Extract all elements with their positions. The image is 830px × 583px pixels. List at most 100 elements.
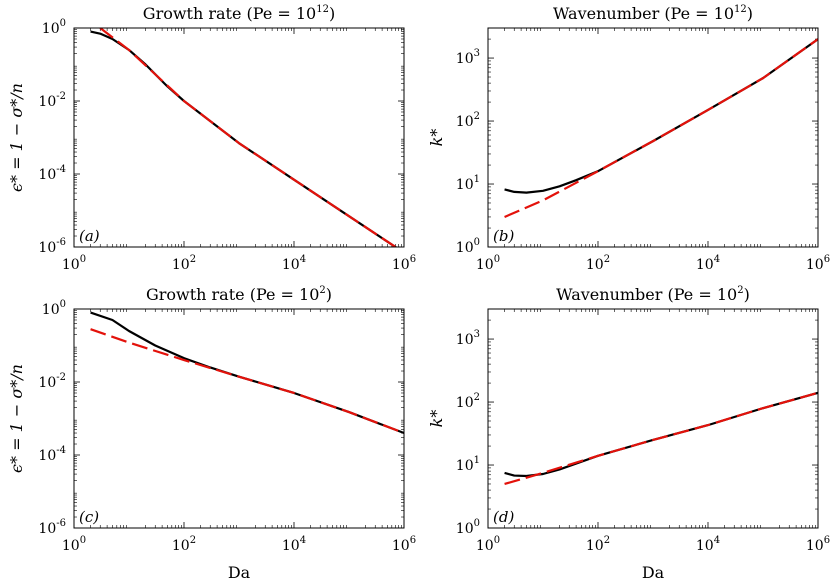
x-tick-label: 106: [806, 535, 830, 554]
panel-c: Growth rate (Pe = 102)100 102 104 10610-610…: [7, 285, 416, 582]
x-tick-label-base: 10: [806, 538, 824, 554]
y-axis-label: ϵ* = 1 − σ*/n: [7, 83, 26, 192]
x-tick-label-base: 10: [586, 257, 604, 273]
y-tick-label-base: 10: [38, 94, 56, 110]
axes-frame: [73, 308, 405, 529]
y-tick-label-base: 10: [38, 448, 56, 464]
x-tick-label: 106: [806, 254, 830, 273]
panel-b-title-base: Wavenumber (Pe = 10: [553, 4, 734, 23]
y-axis-label: k*: [427, 129, 446, 147]
y-tick-label: 103: [456, 329, 480, 348]
x-tick-label: 104: [282, 254, 306, 273]
y-tick-label-base: 10: [38, 167, 56, 183]
x-tick-label-exponent: 2: [190, 254, 196, 265]
y-tick-label: 100: [456, 518, 480, 537]
x-tick-label-base: 10: [282, 257, 300, 273]
panel-a: Growth rate (Pe = 1012)100 102 104 10610-61…: [7, 4, 416, 273]
y-tick-label-base: 10: [456, 51, 474, 67]
x-axis-label: Da: [228, 563, 251, 582]
y-axis-label: k*: [427, 410, 446, 428]
y-tick-label-exponent: 0: [474, 237, 480, 248]
panel-b-title-exponent: 12: [734, 4, 747, 15]
x-tick-label: 102: [586, 254, 610, 273]
y-tick-label-exponent: -2: [56, 372, 66, 383]
y-tick-label: 102: [456, 392, 480, 411]
panel-a-title: Growth rate (Pe = 1012): [143, 4, 335, 23]
series-asymptotic-line: [504, 391, 818, 486]
series-asymptotic-line: [99, 28, 398, 247]
axes-frame: [487, 27, 819, 248]
x-tick-label: 106: [392, 535, 416, 554]
y-tick-label: 10-6: [38, 237, 66, 256]
panel-b-title-tail: ): [747, 4, 753, 23]
y-tick-label: 103: [456, 48, 480, 67]
x-tick-label: 104: [282, 535, 306, 554]
y-tick-label-base: 10: [456, 332, 474, 348]
x-tick-label-base: 10: [62, 257, 80, 273]
x-tick-label-base: 10: [172, 257, 190, 273]
panel-d-title-tail: ): [744, 285, 750, 304]
y-tick-label-base: 10: [456, 240, 474, 256]
axes-frame: [73, 27, 405, 248]
x-tick-label-base: 10: [696, 538, 714, 554]
y-tick-label-exponent: -4: [56, 445, 66, 456]
y-tick-label-exponent: -2: [56, 91, 66, 102]
y-tick-label-base: 10: [456, 177, 474, 193]
y-tick-label: 10-2: [38, 91, 66, 110]
y-tick-label: 10-2: [38, 372, 66, 391]
x-tick-label-base: 10: [172, 538, 190, 554]
y-tick-label-base: 10: [38, 521, 56, 537]
panel-c-title-base: Growth rate (Pe = 10: [146, 285, 319, 304]
x-tick-label-base: 10: [62, 538, 80, 554]
y-tick-label-base: 10: [456, 521, 474, 537]
panel-c-title-exponent: 2: [319, 285, 325, 296]
y-tick-label-base: 10: [38, 240, 56, 256]
y-tick-label-exponent: 2: [474, 392, 480, 403]
x-tick-label-exponent: 0: [494, 254, 500, 265]
x-tick-label-exponent: 2: [190, 535, 196, 546]
panel-d: Wavenumber (Pe = 102)100 102 104 1061001011…: [427, 285, 830, 582]
y-tick-label: 101: [456, 174, 480, 193]
x-tick-label: 104: [696, 254, 720, 273]
x-tick-label-exponent: 6: [824, 535, 830, 546]
panel-a-title-exponent: 12: [316, 4, 329, 15]
x-tick-label: 104: [696, 535, 720, 554]
series-group: [504, 391, 818, 486]
x-tick-label-exponent: 4: [300, 535, 306, 546]
y-tick-label: 101: [456, 455, 480, 474]
panel-c-title: Growth rate (Pe = 102): [146, 285, 332, 304]
panel-d-title: Wavenumber (Pe = 102): [556, 285, 750, 304]
x-tick-label-exponent: 4: [300, 254, 306, 265]
series-asymptotic-line: [90, 328, 404, 435]
panel-label: (a): [79, 227, 100, 245]
y-tick-label-base: 10: [456, 458, 474, 474]
y-tick-label-base: 10: [456, 395, 474, 411]
series-group: [504, 38, 818, 218]
y-tick-label: 100: [456, 237, 480, 256]
x-tick-label-exponent: 6: [410, 254, 416, 265]
axes-frame: [487, 308, 819, 529]
x-tick-label-base: 10: [476, 257, 494, 273]
y-tick-label: 10-4: [38, 164, 66, 183]
panel-label: (d): [493, 508, 514, 526]
y-tick-label-exponent: 0: [474, 518, 480, 529]
x-tick-label-exponent: 4: [714, 254, 720, 265]
panel-a-title-tail: ): [329, 4, 335, 23]
y-tick-label: 102: [456, 111, 480, 130]
series-group: [90, 311, 404, 435]
y-tick-label-exponent: 3: [474, 329, 480, 340]
y-tick-label-exponent: 1: [474, 174, 480, 185]
x-tick-label-exponent: 6: [410, 535, 416, 546]
y-tick-label-exponent: 1: [474, 455, 480, 466]
y-tick-label: 10-4: [38, 445, 66, 464]
y-tick-label-exponent: 0: [60, 299, 66, 310]
panel-label: (b): [493, 227, 514, 245]
x-tick-label-base: 10: [392, 257, 410, 273]
y-tick-label-base: 10: [456, 114, 474, 130]
x-tick-label-exponent: 2: [604, 535, 610, 546]
series-asymptotic-line: [504, 38, 818, 218]
y-tick-label: 100: [42, 299, 66, 318]
series-numerical-line: [90, 30, 398, 247]
panel-c-title-tail: ): [326, 285, 332, 304]
panel-label: (c): [79, 508, 99, 526]
